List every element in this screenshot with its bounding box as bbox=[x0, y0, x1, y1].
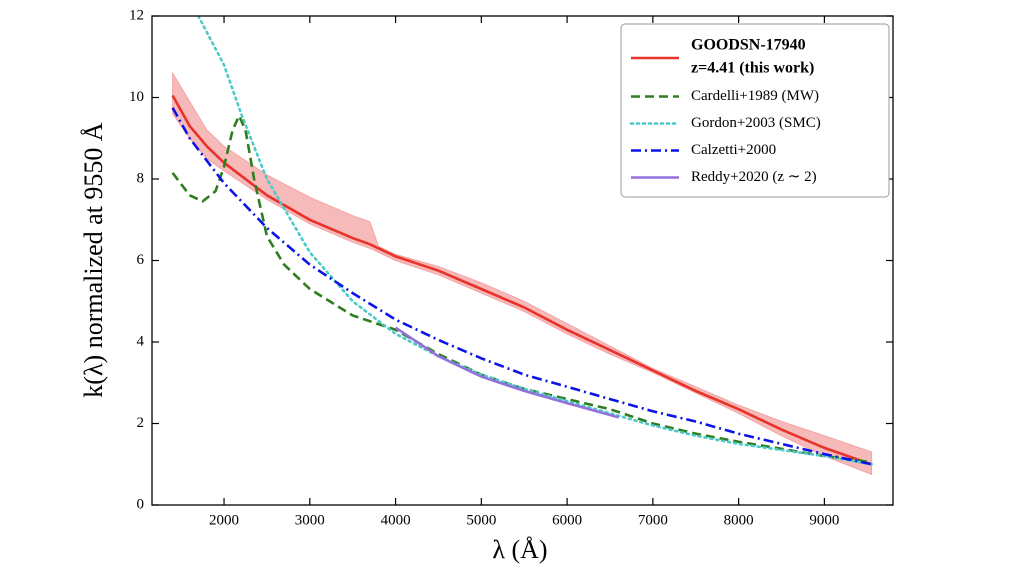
y-axis-label: k(λ) normalized at 9550 Å bbox=[79, 122, 108, 398]
series-line bbox=[197, 16, 873, 466]
y-tick-label: 2 bbox=[137, 415, 145, 431]
y-tick-label: 12 bbox=[129, 7, 144, 23]
legend-label: Calzetti+2000 bbox=[691, 142, 776, 158]
y-tick-label: 6 bbox=[137, 252, 145, 268]
y-tick-label: 8 bbox=[137, 170, 145, 186]
series-line bbox=[171, 107, 872, 466]
x-tick-label: 9000 bbox=[809, 512, 839, 528]
legend-label: Cardelli+1989 (MW) bbox=[691, 88, 819, 104]
x-tick-label: 7000 bbox=[638, 512, 668, 528]
legend-label: Reddy+2020 (z ∼ 2) bbox=[691, 169, 817, 185]
x-tick-label: 2000 bbox=[209, 512, 239, 528]
x-tick-label: 3000 bbox=[295, 512, 325, 528]
legend-label: GOODSN-17940 bbox=[691, 37, 806, 54]
x-axis-label: λ (Å) bbox=[492, 535, 547, 564]
x-tick-label: 6000 bbox=[552, 512, 582, 528]
legend-box bbox=[620, 23, 890, 198]
plot-area bbox=[171, 16, 873, 476]
error-band bbox=[172, 71, 873, 476]
series-line bbox=[394, 326, 619, 419]
x-tick-label: 5000 bbox=[466, 512, 496, 528]
legend-label: z=4.41 (this work) bbox=[691, 60, 814, 77]
x-tick-label: 8000 bbox=[724, 512, 754, 528]
series-line bbox=[171, 94, 873, 466]
y-tick-label: 0 bbox=[137, 496, 145, 512]
y-tick-label: 10 bbox=[129, 89, 144, 105]
series-line bbox=[171, 112, 872, 464]
legend: GOODSN-17940 z=4.41 (this work) Cardelli+1… bbox=[620, 23, 890, 198]
y-tick-label: 4 bbox=[137, 333, 145, 349]
legend-label: Gordon+2003 (SMC) bbox=[691, 115, 821, 131]
x-tick-label: 4000 bbox=[381, 512, 411, 528]
